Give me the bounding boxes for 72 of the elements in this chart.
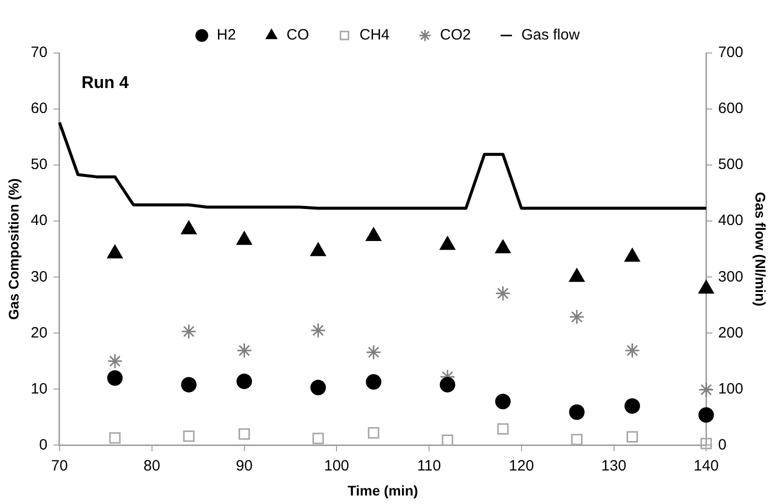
legend-label: H2 xyxy=(216,26,236,44)
point xyxy=(495,286,511,302)
point xyxy=(698,407,714,423)
point xyxy=(495,240,511,254)
point xyxy=(310,322,326,338)
x-tick-label: 130 xyxy=(601,457,626,474)
point xyxy=(497,423,509,435)
x-tick-label: 80 xyxy=(144,457,160,474)
point xyxy=(181,220,196,234)
point xyxy=(700,438,712,450)
point xyxy=(368,427,380,439)
point xyxy=(181,324,197,340)
x-tick-label: 110 xyxy=(417,457,441,474)
point xyxy=(107,353,123,369)
x-tick-label: 90 xyxy=(236,457,253,474)
y2-tick-label: 600 xyxy=(718,100,744,118)
y2-tick-label: 400 xyxy=(718,212,744,230)
point xyxy=(109,432,121,444)
y2-tick-label: 300 xyxy=(718,268,744,286)
y2-tick-label: 100 xyxy=(718,380,744,398)
point xyxy=(366,344,382,360)
point xyxy=(569,268,585,282)
legend-label: CO2 xyxy=(440,26,471,44)
point xyxy=(440,236,456,250)
y-tick-label: 40 xyxy=(30,212,48,230)
point xyxy=(238,428,250,440)
y2-tick-label: 500 xyxy=(718,156,744,174)
point xyxy=(236,342,252,358)
point xyxy=(312,432,324,444)
point xyxy=(495,394,511,410)
point xyxy=(440,376,456,392)
legend-label: CH4 xyxy=(359,26,390,44)
y2-tick-label: 200 xyxy=(718,324,744,342)
y-tick-label: 70 xyxy=(30,44,48,62)
y2-tick-label: 0 xyxy=(718,436,727,454)
point xyxy=(236,231,252,245)
y-tick-label: 10 xyxy=(30,380,48,398)
point xyxy=(107,370,123,386)
y-tick-label: 0 xyxy=(39,436,48,454)
point xyxy=(310,242,326,256)
y-tick-label: 20 xyxy=(30,324,48,342)
point xyxy=(624,398,640,414)
point xyxy=(698,382,714,398)
x-tick-label: 70 xyxy=(51,457,68,474)
y-tick-label: 50 xyxy=(30,156,48,174)
y2-axis-title: Gas flow (Nl/min) xyxy=(752,192,769,306)
y-tick-label: 60 xyxy=(30,100,48,118)
legend-label: Gas flow xyxy=(521,26,580,44)
legend-label: CO xyxy=(286,26,309,44)
point xyxy=(236,374,252,390)
point xyxy=(183,430,195,442)
x-tick-label: 120 xyxy=(508,457,534,474)
x-axis-title: Time (min) xyxy=(348,482,418,498)
y-tick-label: 30 xyxy=(30,268,48,286)
point xyxy=(571,434,583,446)
point xyxy=(366,227,382,241)
point xyxy=(569,309,585,325)
point xyxy=(442,434,454,446)
x-tick-label: 140 xyxy=(694,457,719,474)
point xyxy=(107,244,123,258)
annotation: Run 4 xyxy=(81,73,130,92)
y-axis-title: Gas Composition (%) xyxy=(5,178,22,320)
x-tick-label: 100 xyxy=(324,457,350,474)
point xyxy=(569,404,585,420)
point xyxy=(624,248,640,262)
point xyxy=(626,431,638,442)
y2-tick-label: 700 xyxy=(718,44,744,62)
point xyxy=(366,374,382,390)
point xyxy=(698,280,714,294)
point xyxy=(310,380,326,396)
point xyxy=(624,342,640,358)
point xyxy=(181,376,197,392)
